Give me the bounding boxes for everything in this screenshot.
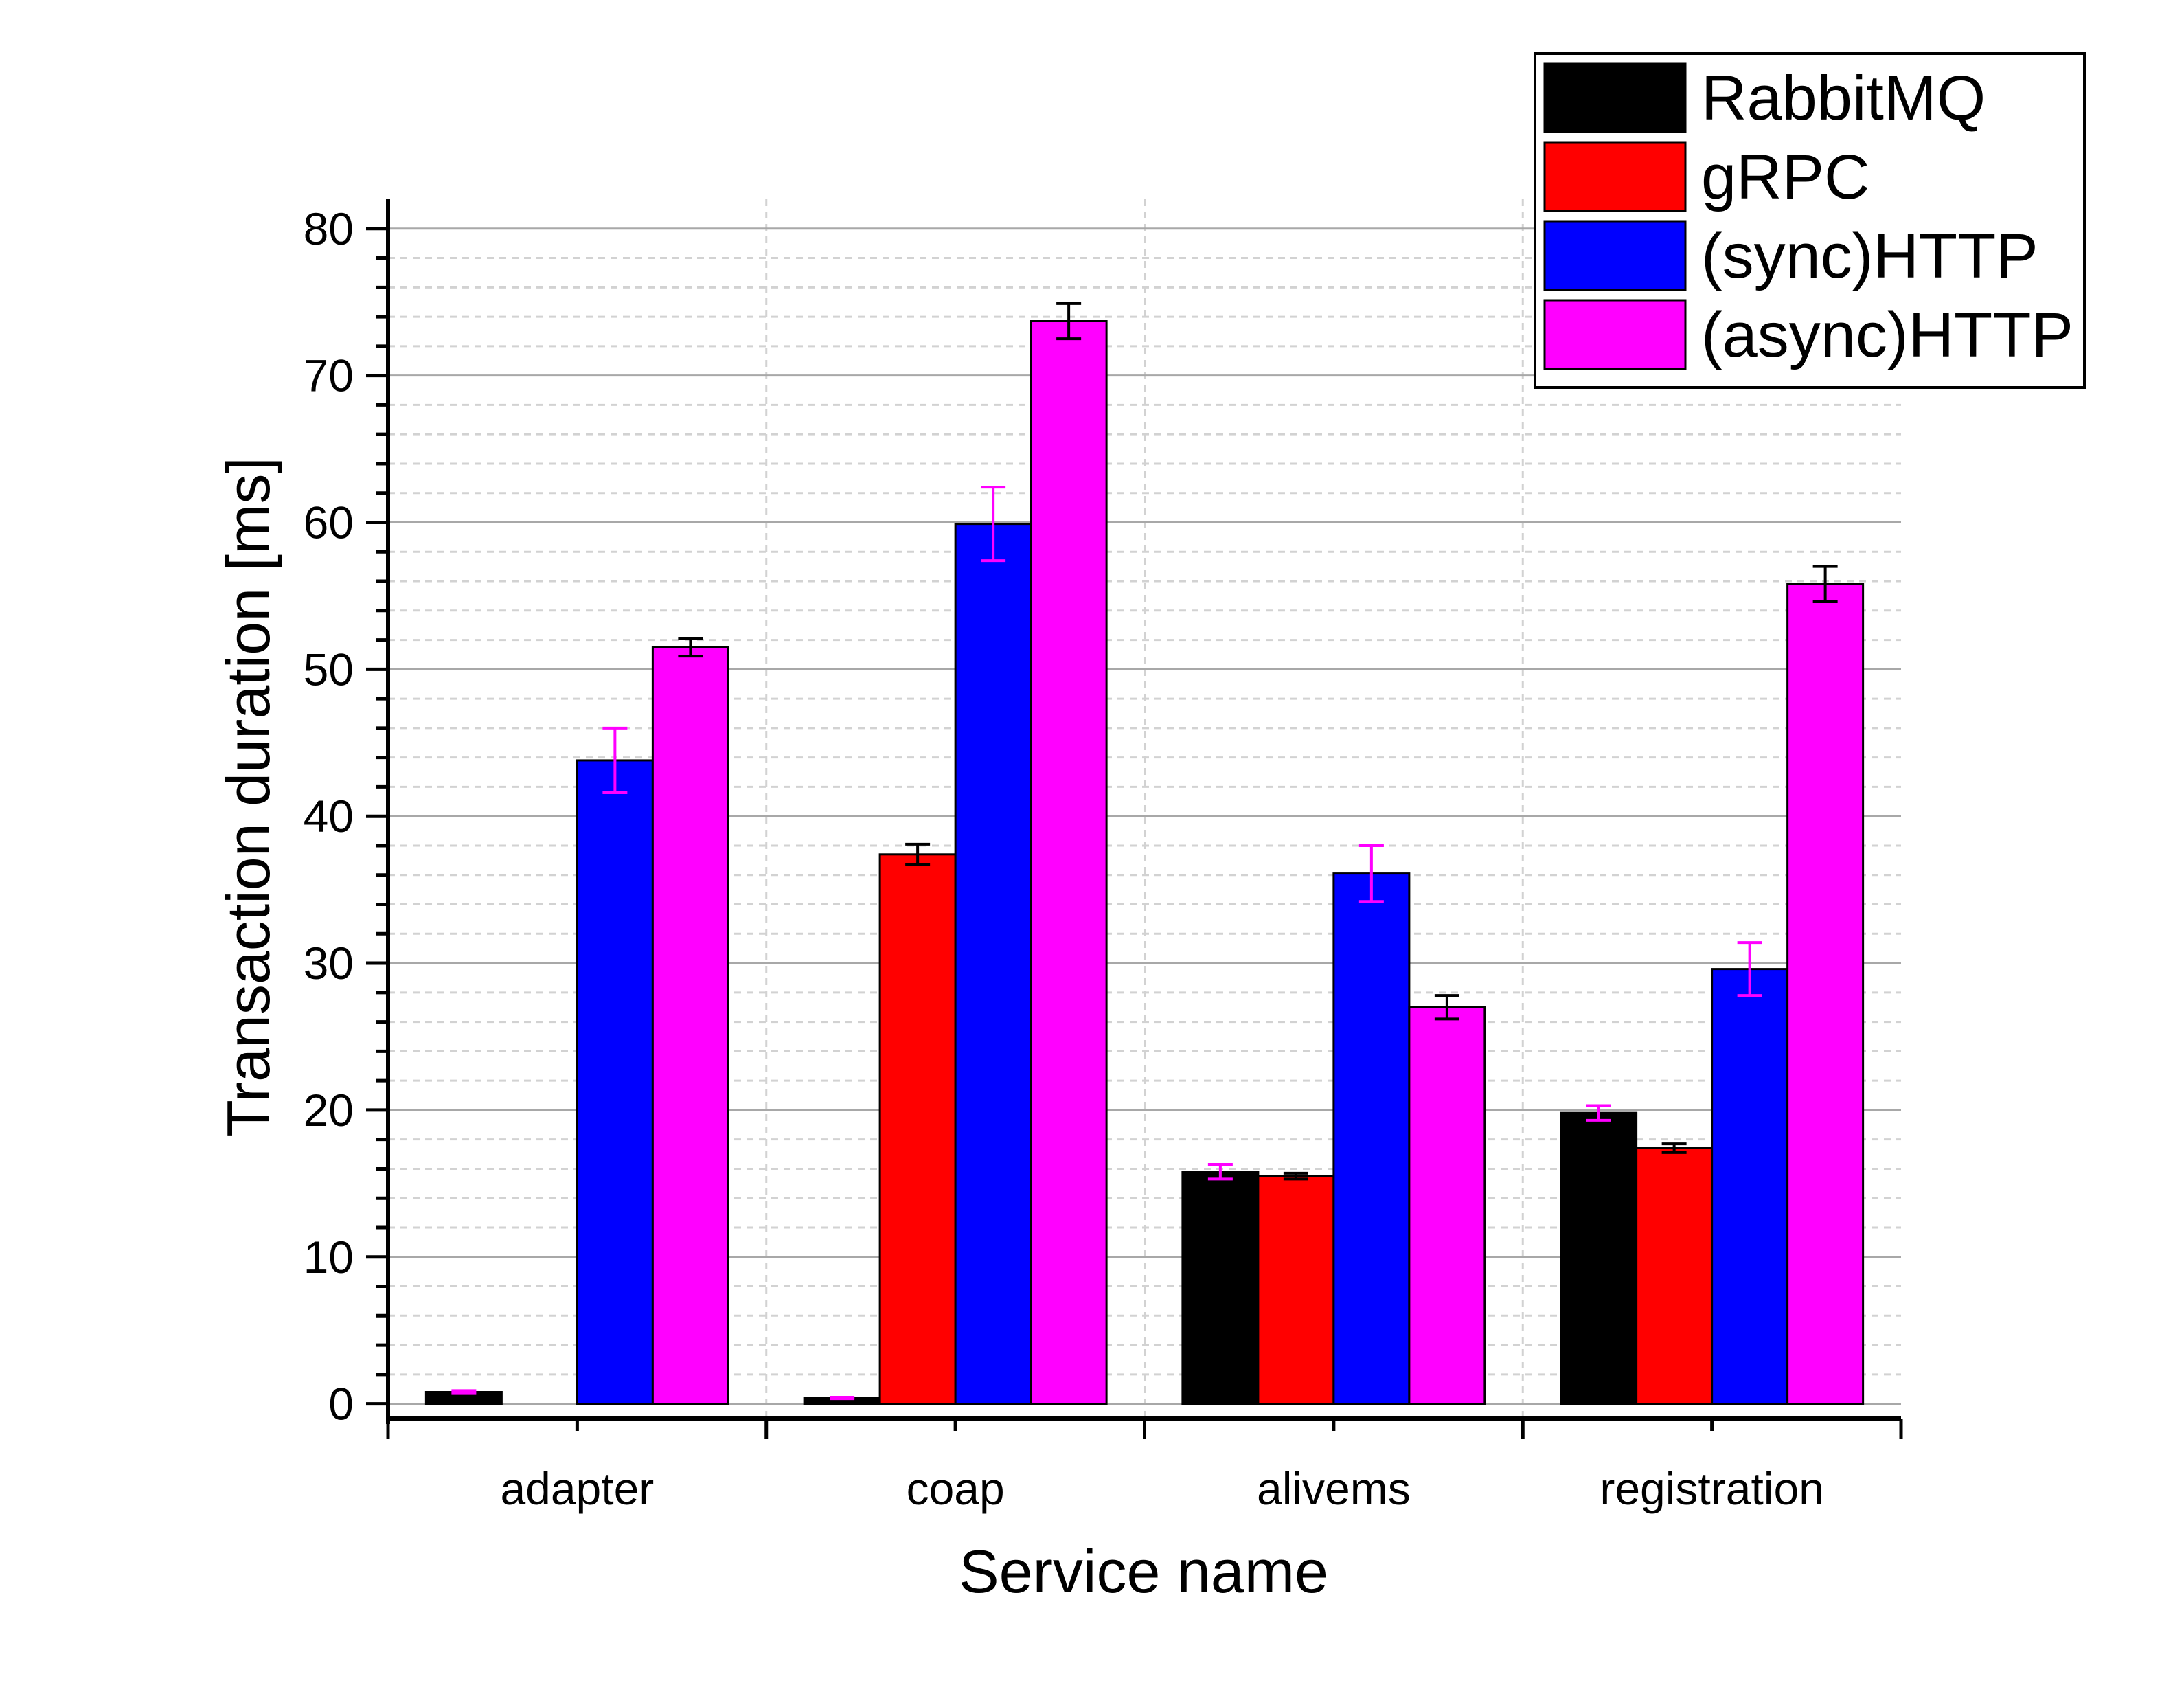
x-axis-title: Service name bbox=[959, 1537, 1328, 1605]
legend-swatch bbox=[1543, 141, 1687, 212]
bar bbox=[1635, 1147, 1714, 1405]
axes: 0 10 20 30 40 50 60 70 80 adapter coap alivems regis… bbox=[304, 199, 1903, 1514]
y-tick-label: 0 bbox=[328, 1379, 354, 1430]
legend-label: (sync)HTTP bbox=[1701, 221, 2038, 291]
y-tick-label: 20 bbox=[304, 1085, 354, 1136]
bar bbox=[1030, 320, 1108, 1405]
bars bbox=[424, 302, 1865, 1405]
y-tick-label: 40 bbox=[304, 791, 354, 842]
bar bbox=[1560, 1111, 1638, 1405]
y-axis-title: Transaction duration [ms] bbox=[214, 457, 282, 1137]
y-tick-label: 80 bbox=[304, 203, 354, 254]
legend-swatch bbox=[1543, 299, 1687, 370]
bar bbox=[954, 523, 1032, 1405]
bar bbox=[1332, 872, 1411, 1405]
bar bbox=[1786, 583, 1865, 1405]
y-tick-label: 50 bbox=[304, 644, 354, 694]
bar bbox=[1408, 1006, 1486, 1405]
bar bbox=[576, 759, 654, 1405]
legend-label: gRPC bbox=[1701, 142, 1869, 212]
x-tick-label: coap bbox=[907, 1463, 1005, 1514]
bar bbox=[651, 646, 729, 1405]
y-tick-label: 10 bbox=[304, 1232, 354, 1283]
legend-swatch bbox=[1543, 220, 1687, 291]
y-tick-label: 30 bbox=[304, 938, 354, 989]
legend: RabbitMQ gRPC (sync)HTTP (async)HTTP bbox=[1534, 52, 2086, 389]
legend-label: RabbitMQ bbox=[1701, 63, 1986, 133]
y-tick-label: 60 bbox=[304, 497, 354, 547]
bar bbox=[1257, 1175, 1335, 1405]
legend-swatch bbox=[1543, 62, 1687, 133]
legend-label: (async)HTTP bbox=[1701, 300, 2073, 370]
x-tick-label: alivems bbox=[1257, 1463, 1411, 1514]
bar bbox=[1181, 1171, 1260, 1405]
y-tick-label: 70 bbox=[304, 350, 354, 401]
bar bbox=[878, 853, 957, 1405]
bar bbox=[1711, 968, 1789, 1405]
x-tick-label: adapter bbox=[500, 1463, 654, 1514]
x-tick-label: registration bbox=[1600, 1463, 1824, 1514]
